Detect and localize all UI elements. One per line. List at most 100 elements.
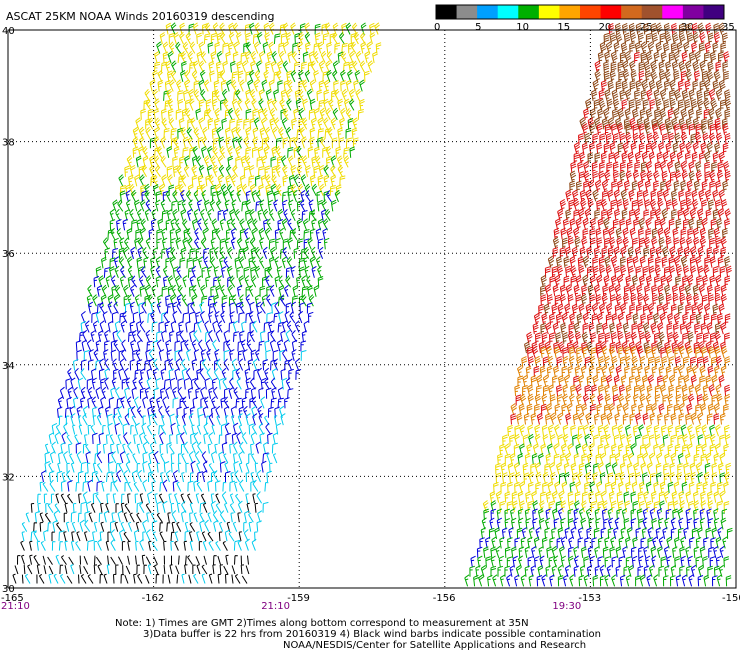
wind-barb: [239, 79, 245, 92]
wind-barb: [240, 339, 246, 352]
wind-barb: [67, 367, 73, 381]
wind-barb: [691, 189, 698, 202]
wind-barb: [680, 536, 686, 549]
wind-barb: [551, 490, 558, 503]
wind-barb: [597, 51, 604, 63]
wind-barb: [12, 573, 17, 584]
wind-barb: [702, 393, 709, 406]
wind-barb: [687, 424, 693, 437]
wind-barb: [709, 180, 716, 192]
wind-barb: [676, 471, 683, 484]
wind-barb: [673, 180, 680, 192]
wind-barb: [184, 564, 188, 575]
wind-barb: [323, 117, 329, 130]
wind-barb: [516, 412, 523, 425]
wind-barb: [640, 41, 647, 54]
wind-barb: [597, 462, 604, 475]
wind-barb: [251, 538, 257, 551]
wind-barb: [292, 189, 298, 203]
wind-barb: [504, 518, 510, 530]
wind-barb: [586, 527, 592, 539]
wind-barb: [662, 394, 669, 406]
wind-barb: [95, 386, 101, 399]
wind-barb: [242, 349, 248, 362]
wind-barb: [651, 32, 658, 45]
wind-barb: [670, 565, 677, 577]
wind-barb: [718, 79, 726, 92]
wind-barb: [722, 536, 728, 549]
wind-barb: [500, 462, 507, 475]
wind-barb: [245, 71, 252, 82]
wind-barb: [489, 490, 496, 503]
wind-barb: [277, 321, 285, 333]
wind-barb: [200, 51, 207, 64]
wind-barb: [285, 267, 292, 278]
wind-barb: [161, 117, 168, 130]
wind-barb: [245, 41, 252, 54]
wind-barb: [41, 470, 47, 483]
wind-barb: [258, 166, 265, 177]
wind-barb: [618, 384, 626, 397]
wind-barb: [218, 136, 225, 149]
wind-barb: [584, 433, 590, 446]
wind-barb: [145, 529, 151, 542]
wind-barb: [575, 443, 582, 456]
wind-barb: [293, 174, 299, 187]
wind-barb: [255, 441, 261, 454]
wind-barb: [573, 198, 580, 211]
wind-barb: [232, 22, 239, 35]
wind-barb: [211, 424, 216, 435]
wind-barb: [562, 237, 568, 249]
wind-barb: [655, 41, 663, 54]
wind-barb: [110, 340, 117, 352]
wind-barb: [187, 302, 194, 314]
wind-barb: [629, 117, 636, 130]
wind-barb: [217, 70, 224, 82]
legend-swatch: [477, 5, 499, 19]
wind-barb: [207, 531, 214, 542]
wind-barb: [177, 127, 183, 139]
wind-barb: [609, 236, 616, 249]
wind-barb: [635, 341, 642, 354]
wind-barb: [207, 266, 213, 278]
wind-barb: [224, 529, 231, 542]
wind-barb: [340, 80, 346, 92]
wind-barb: [595, 227, 602, 240]
wind-barb: [175, 565, 180, 575]
wind-barb: [720, 341, 727, 354]
wind-barb: [105, 540, 110, 551]
wind-barb: [670, 303, 677, 316]
wind-barb: [578, 507, 584, 521]
wind-barb: [182, 424, 188, 435]
wind-barb: [522, 462, 529, 475]
wind-barb: [616, 508, 622, 520]
wind-barb: [187, 387, 194, 399]
wind-barb: [198, 541, 203, 551]
wind-barb: [694, 322, 700, 335]
wind-barb: [127, 555, 130, 565]
wind-barb: [718, 374, 725, 387]
wind-barb: [527, 424, 534, 437]
wind-barb: [610, 500, 617, 513]
wind-barb: [59, 386, 65, 399]
wind-barb: [724, 218, 731, 230]
wind-barb: [665, 365, 672, 378]
wind-barb: [104, 329, 109, 343]
wind-barb: [208, 174, 215, 187]
wind-barb: [195, 556, 200, 565]
wind-barb: [230, 472, 234, 483]
wind-barb: [487, 574, 493, 587]
wind-barb: [671, 60, 679, 73]
wind-barb: [243, 522, 247, 532]
wind-barb: [596, 123, 603, 135]
wind-barb: [526, 403, 533, 416]
wind-barb: [177, 90, 184, 101]
wind-barb: [225, 174, 232, 187]
wind-barb: [532, 322, 539, 335]
wind-barb: [621, 151, 628, 164]
wind-barb: [214, 443, 218, 454]
wind-barb: [672, 500, 679, 513]
wind-barb: [334, 189, 341, 203]
legend-swatch: [600, 5, 622, 19]
wind-barb: [287, 218, 294, 231]
